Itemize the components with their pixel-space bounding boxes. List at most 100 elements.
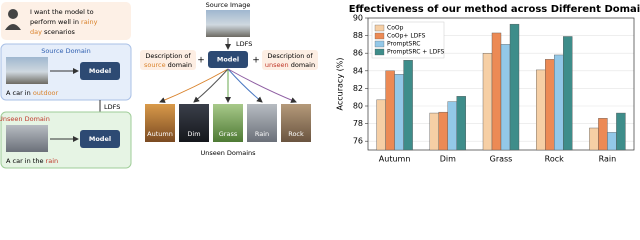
domain-images: Autumn Dim Grass Rain Rock — [145, 68, 311, 142]
x-tick-label: Rain — [599, 155, 617, 164]
y-tick-label: 88 — [353, 31, 363, 40]
source-title: Source Domain — [41, 47, 91, 55]
caption-keyword: outdoor — [33, 89, 59, 97]
arrow — [159, 68, 229, 103]
description-keyword: source — [144, 61, 166, 69]
bar — [509, 23, 520, 151]
x-tick-label: Dim — [440, 155, 456, 164]
y-tick-label: 78 — [353, 119, 363, 128]
plus: + — [252, 56, 260, 66]
bar — [616, 112, 626, 151]
bar — [545, 59, 555, 151]
prompt-text: perform well in rainy — [30, 18, 98, 26]
y-tick-label: 80 — [353, 102, 363, 111]
x-tick-label: Rock — [545, 155, 564, 164]
user-icon — [5, 24, 21, 30]
model-box — [208, 51, 248, 68]
caption: A car in outdoor — [6, 89, 59, 97]
unseen-photo — [6, 125, 48, 152]
domains-label: Unseen Domains — [200, 149, 256, 157]
bar — [429, 112, 439, 151]
bar — [598, 118, 608, 151]
model-box — [80, 62, 120, 80]
user-icon — [8, 9, 18, 19]
prompt-text: day scenarios — [30, 28, 76, 36]
bar — [456, 96, 466, 151]
bar — [607, 132, 617, 151]
legend-swatch — [374, 48, 385, 56]
domain-label: Autumn — [147, 130, 173, 138]
prompt-text: scenarios — [42, 28, 76, 36]
description: source domain — [144, 61, 192, 69]
legend-swatch — [374, 32, 385, 40]
unseen-title: Unseen Domain — [0, 115, 50, 123]
legend-label: CoOp — [387, 25, 404, 32]
legend-swatch — [374, 40, 385, 48]
bar — [482, 53, 493, 151]
description: Description of — [267, 52, 313, 60]
arrow-label: LDFS — [104, 103, 120, 111]
bar — [589, 127, 599, 151]
domain-photo — [281, 104, 311, 142]
description: domain — [166, 61, 192, 69]
middle-panel: Source Image LDFS Model + + Description … — [140, 1, 318, 157]
y-tick-label: 86 — [353, 49, 363, 58]
bar — [376, 99, 386, 151]
legend-label: CoOp+ LDFS — [387, 33, 426, 40]
legend-label: PromptSRC — [387, 41, 420, 48]
y-tick-label: 82 — [353, 84, 363, 93]
bar — [536, 69, 546, 151]
domain-label: Dim — [187, 130, 200, 138]
model-label: Model — [217, 56, 239, 64]
caption-keyword: rain — [46, 157, 59, 165]
y-tick-label: 84 — [353, 66, 363, 75]
description-box — [262, 50, 318, 70]
bar — [447, 101, 457, 151]
source-photo — [6, 57, 48, 84]
caption: A car in the — [6, 157, 46, 165]
caption: A car in the rain — [6, 157, 58, 165]
domain-photo — [179, 104, 209, 142]
description: Description of — [145, 52, 191, 60]
model-box — [80, 130, 120, 148]
bar — [394, 74, 404, 151]
prompt-text: I want the model to — [30, 8, 94, 16]
arrow — [193, 68, 229, 103]
bar — [563, 36, 573, 151]
domain-label: Rain — [255, 130, 269, 138]
arrow — [227, 68, 297, 103]
description-keyword: unseen — [265, 61, 289, 69]
domain-photo — [145, 104, 175, 142]
description: domain — [289, 61, 315, 69]
domain-photo — [213, 104, 243, 142]
source-image-label: Source Image — [206, 1, 251, 9]
model-label: Model — [89, 135, 111, 143]
prompt-highlight: rainy — [81, 18, 98, 26]
chart: Effectiveness of our method across Diffe… — [336, 4, 640, 164]
domain-photo — [247, 104, 277, 142]
description: unseen domain — [265, 61, 315, 69]
model-label: Model — [89, 67, 111, 75]
bar — [385, 70, 395, 151]
legend-swatch — [374, 24, 385, 32]
bar — [438, 111, 448, 151]
x-tick-label: Grass — [490, 155, 513, 164]
bar — [554, 54, 564, 151]
y-tick-label: 76 — [353, 137, 363, 146]
left-panel: I want the model to perform well in rain… — [0, 2, 132, 169]
domain-label: Rock — [288, 130, 304, 138]
arrow — [227, 68, 263, 103]
y-axis-label: Accuracy (%) — [336, 58, 345, 111]
y-tick-label: 90 — [353, 14, 363, 23]
prompt-text: perform well in — [30, 18, 81, 26]
figure: I want the model to perform well in rain… — [0, 1, 640, 169]
prompt-box — [1, 2, 131, 40]
method-label: LDFS — [236, 40, 252, 48]
prompt-highlight: day — [30, 28, 42, 36]
bar — [500, 44, 511, 151]
caption: A car in — [6, 89, 33, 97]
x-tick-label: Autumn — [379, 155, 411, 164]
plus: + — [197, 56, 205, 66]
legend-label: PromptSRC + LDFS — [387, 49, 445, 56]
bar — [491, 32, 502, 151]
